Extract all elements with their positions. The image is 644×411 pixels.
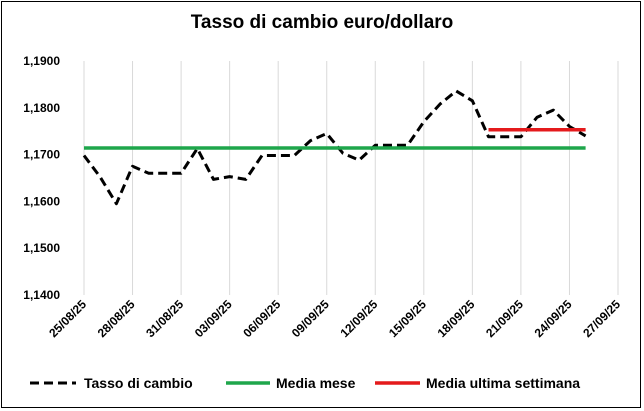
chart-title: Tasso di cambio euro/dollaro <box>190 12 454 33</box>
x-tick-label: 24/09/25 <box>532 297 575 340</box>
legend-label-0: Tasso di cambio <box>84 375 193 391</box>
x-tick-label: 06/09/25 <box>240 297 283 340</box>
legend-label-2: Media ultima settimana <box>426 375 580 391</box>
x-tick-label: 12/09/25 <box>337 297 380 340</box>
x-tick-label: 25/08/25 <box>46 297 89 340</box>
x-axis: 25/08/25 28/08/25 31/08/25 03/09/25 06/09/25… <box>46 297 623 340</box>
y-tick-label: 1,1400 <box>23 288 60 302</box>
chart-grid <box>83 61 619 295</box>
x-tick-label: 03/09/25 <box>192 297 235 340</box>
y-axis: 1,1400 1,1500 1,1600 1,1700 1,1800 1,1900 <box>23 54 60 302</box>
y-tick-label: 1,1800 <box>23 101 60 115</box>
legend-label-1: Media mese <box>276 375 356 391</box>
chart-legend: Tasso di cambio Media mese Media ultima se… <box>30 375 580 391</box>
y-tick-label: 1,1500 <box>23 241 60 255</box>
x-tick-label: 27/09/25 <box>580 297 623 340</box>
y-tick-label: 1,1900 <box>23 54 60 68</box>
y-tick-label: 1,1700 <box>23 148 60 162</box>
x-tick-label: 18/09/25 <box>435 297 478 340</box>
series-line-0 <box>82 89 587 206</box>
y-tick-label: 1,1600 <box>23 194 60 208</box>
x-tick-label: 15/09/25 <box>386 297 429 340</box>
x-tick-label: 28/08/25 <box>95 297 138 340</box>
x-tick-label: 09/09/25 <box>289 297 332 340</box>
x-tick-label: 21/09/25 <box>483 297 526 340</box>
x-tick-label: 31/08/25 <box>143 297 186 340</box>
chart-series <box>82 89 587 206</box>
